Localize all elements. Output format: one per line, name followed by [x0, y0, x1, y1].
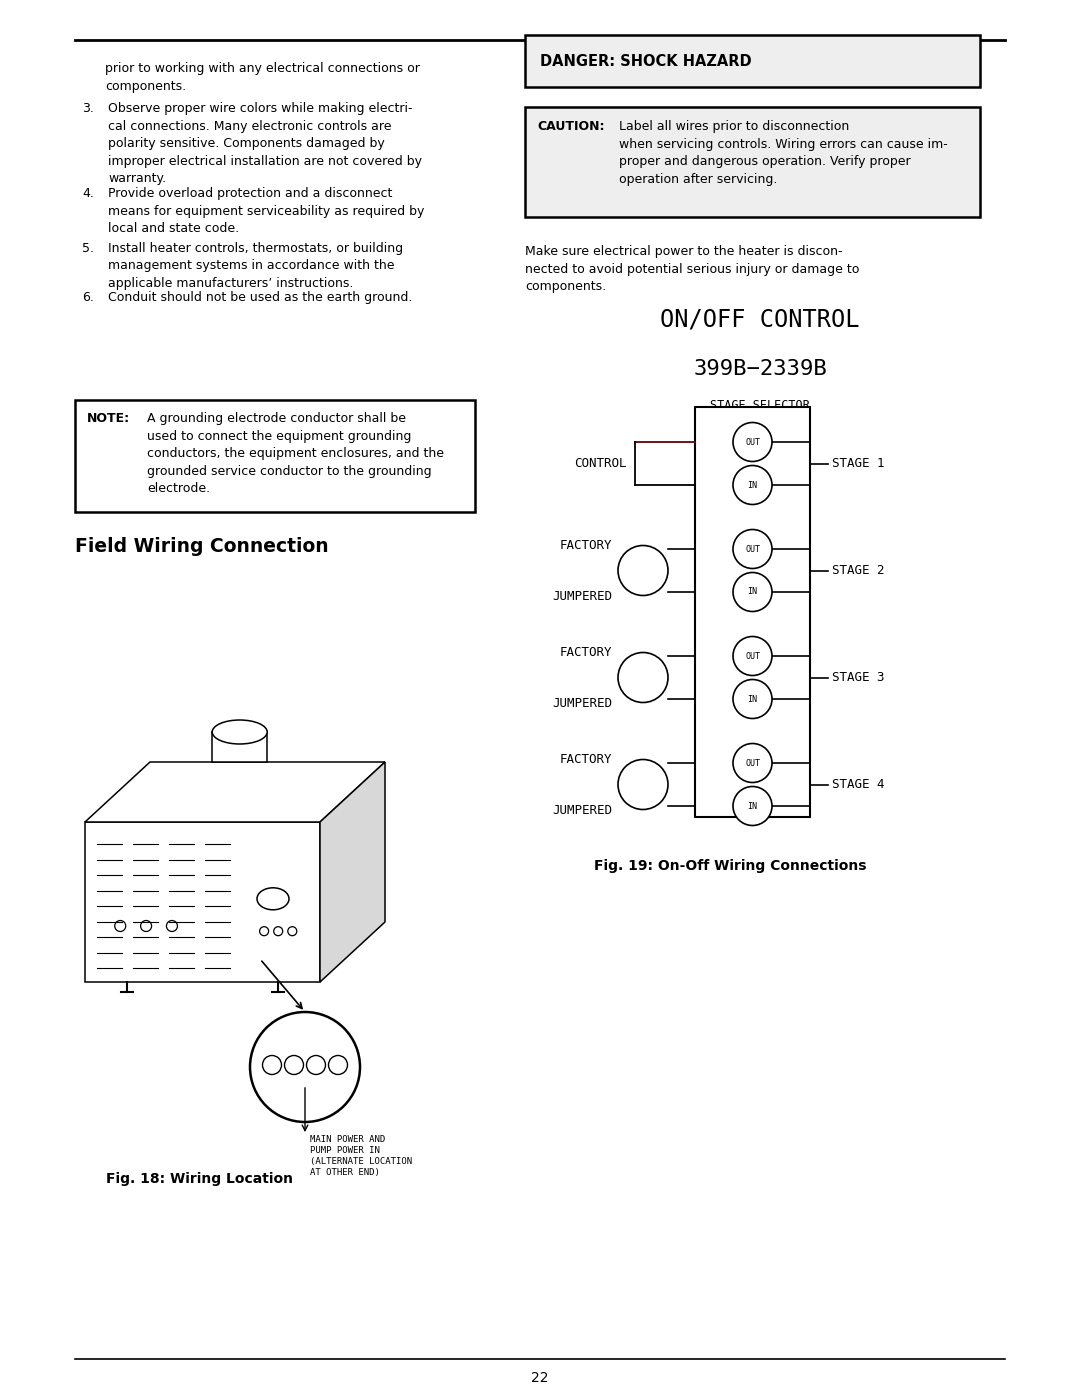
Circle shape [249, 1011, 360, 1122]
Text: STAGE 4: STAGE 4 [832, 778, 885, 791]
Text: DANGER: SHOCK HAZARD: DANGER: SHOCK HAZARD [540, 53, 752, 68]
Circle shape [114, 921, 125, 932]
Text: Fig. 18: Wiring Location: Fig. 18: Wiring Location [107, 1172, 294, 1186]
FancyBboxPatch shape [525, 35, 980, 87]
Polygon shape [212, 732, 267, 761]
Text: 22: 22 [531, 1370, 549, 1384]
Text: JUMPERED: JUMPERED [552, 803, 612, 816]
Circle shape [284, 1056, 303, 1074]
Text: FACTORY: FACTORY [559, 645, 612, 658]
Text: 5.: 5. [82, 242, 94, 256]
Text: Conduit should not be used as the earth ground.: Conduit should not be used as the earth … [108, 291, 413, 305]
Text: JUMPERED: JUMPERED [552, 590, 612, 602]
Circle shape [618, 545, 669, 595]
Text: Label all wires prior to disconnection
when servicing controls. Wiring errors ca: Label all wires prior to disconnection w… [619, 120, 948, 186]
Text: JUMPERED: JUMPERED [552, 697, 612, 710]
Text: 399B−2339B: 399B−2339B [693, 359, 827, 379]
Polygon shape [320, 761, 384, 982]
Text: Fig. 19: On-Off Wiring Connections: Fig. 19: On-Off Wiring Connections [594, 859, 866, 873]
Circle shape [733, 679, 772, 718]
FancyBboxPatch shape [525, 108, 980, 217]
Text: IN: IN [747, 481, 757, 489]
Circle shape [733, 529, 772, 569]
Circle shape [618, 652, 669, 703]
Polygon shape [85, 761, 384, 821]
Text: Provide overload protection and a disconnect
means for equipment serviceability : Provide overload protection and a discon… [108, 187, 424, 235]
Polygon shape [85, 821, 320, 982]
Text: IN: IN [747, 694, 757, 704]
Text: OUT: OUT [745, 759, 760, 767]
Text: prior to working with any electrical connections or
components.: prior to working with any electrical con… [105, 61, 420, 92]
Text: Make sure electrical power to the heater is discon-
nected to avoid potential se: Make sure electrical power to the heater… [525, 244, 860, 293]
Ellipse shape [212, 719, 267, 745]
Circle shape [287, 926, 297, 936]
Text: CAUTION:: CAUTION: [537, 120, 605, 133]
Text: MAIN POWER AND
PUMP POWER IN
(ALTERNATE LOCATION
AT OTHER END): MAIN POWER AND PUMP POWER IN (ALTERNATE … [310, 1134, 413, 1178]
Text: Install heater controls, thermostats, or building
management systems in accordan: Install heater controls, thermostats, or… [108, 242, 403, 291]
Circle shape [307, 1056, 325, 1074]
Text: FACTORY: FACTORY [559, 753, 612, 766]
Text: ON/OFF CONTROL: ON/OFF CONTROL [660, 307, 860, 331]
Text: 4.: 4. [82, 187, 94, 200]
Circle shape [733, 573, 772, 612]
Circle shape [273, 926, 283, 936]
Text: FACTORY: FACTORY [559, 538, 612, 552]
Text: STAGE SELECTOR: STAGE SELECTOR [711, 400, 810, 412]
Text: IN: IN [747, 588, 757, 597]
Circle shape [733, 422, 772, 461]
Circle shape [733, 787, 772, 826]
Text: CONTROL: CONTROL [575, 457, 627, 469]
Text: STAGE 2: STAGE 2 [832, 564, 885, 577]
Text: Observe proper wire colors while making electri-
cal connections. Many electroni: Observe proper wire colors while making … [108, 102, 422, 184]
Circle shape [140, 921, 151, 932]
Circle shape [328, 1056, 348, 1074]
Text: NOTE:: NOTE: [87, 412, 130, 425]
Text: STAGE 1: STAGE 1 [832, 457, 885, 469]
Text: IN: IN [747, 802, 757, 810]
Text: OUT: OUT [745, 545, 760, 553]
Circle shape [262, 1056, 282, 1074]
Circle shape [733, 465, 772, 504]
FancyBboxPatch shape [75, 400, 475, 511]
Text: OUT: OUT [745, 437, 760, 447]
Circle shape [733, 743, 772, 782]
Circle shape [618, 760, 669, 809]
Text: OUT: OUT [745, 651, 760, 661]
Ellipse shape [257, 888, 289, 909]
Text: Field Wiring Connection: Field Wiring Connection [75, 536, 328, 556]
Circle shape [733, 637, 772, 676]
FancyBboxPatch shape [696, 407, 810, 817]
Circle shape [166, 921, 177, 932]
Text: A grounding electrode conductor shall be
used to connect the equipment grounding: A grounding electrode conductor shall be… [147, 412, 444, 495]
Circle shape [259, 926, 269, 936]
Text: 6.: 6. [82, 291, 94, 305]
Text: 3.: 3. [82, 102, 94, 115]
Text: STAGE 3: STAGE 3 [832, 671, 885, 685]
